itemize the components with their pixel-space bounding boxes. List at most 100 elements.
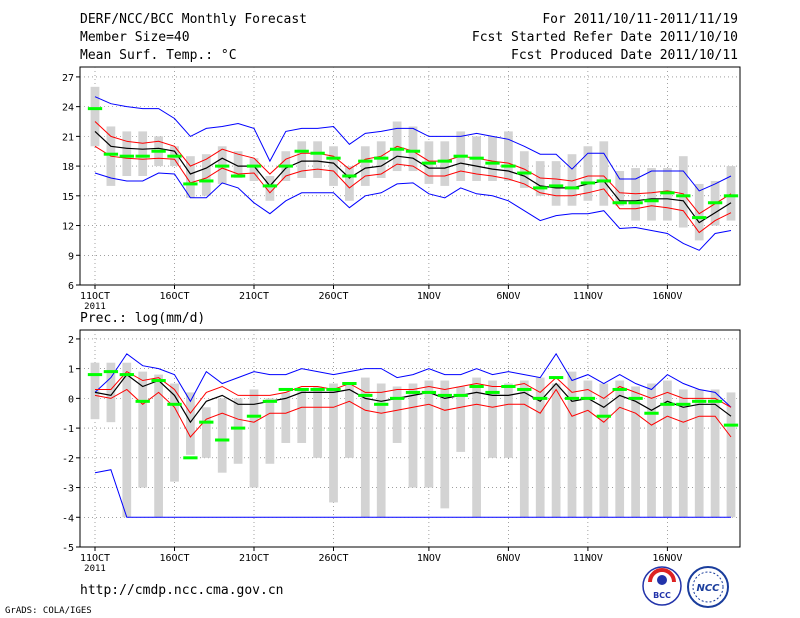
ensemble-box — [519, 380, 529, 518]
variable-label: Mean Surf. Temp.: °C — [80, 48, 237, 63]
ensemble-box — [233, 398, 243, 464]
ensemble-box — [678, 389, 688, 518]
x-tick-label: 6NOV — [496, 291, 520, 302]
ensemble-box — [488, 136, 497, 181]
ensemble-box — [329, 383, 338, 503]
y-tick-label: 24 — [62, 103, 74, 114]
ensemble-box — [647, 168, 656, 221]
ensemble-box — [329, 146, 338, 186]
x-tick-label: 16NOV — [652, 291, 682, 302]
ensemble-box — [408, 126, 418, 172]
bcc-logo: BCC — [642, 566, 682, 606]
x-tick-label: 21OCT — [239, 291, 269, 302]
forecast-start-date: Fcst Started Refer Date 2011/10/10 — [471, 30, 738, 45]
precip-axis-label: Prec.: log(mm/d) — [80, 311, 206, 326]
ensemble-box — [281, 392, 291, 443]
ensemble-box — [615, 380, 625, 518]
ensemble-box — [122, 362, 132, 518]
ensemble-box — [249, 158, 259, 181]
ensemble-box — [201, 154, 211, 196]
x-tick-year: 2011 — [84, 564, 106, 574]
ensemble-box — [345, 383, 354, 458]
ensemble-box — [567, 154, 577, 206]
member-size-label: Member Size=40 — [80, 30, 190, 45]
x-tick-label: 16OCT — [159, 553, 189, 564]
ensemble-mean-line — [94, 130, 732, 224]
ensemble-box — [726, 166, 736, 221]
ensemble-box — [186, 156, 195, 198]
ensemble-box — [170, 383, 179, 482]
ensemble-box — [551, 161, 561, 206]
x-tick-label: 16OCT — [159, 291, 189, 302]
ensemble-box — [90, 362, 100, 420]
ensemble-box — [297, 389, 307, 443]
x-tick-label: 16NOV — [652, 553, 682, 564]
ensemble-box — [138, 131, 148, 176]
x-tick-label: 26OCT — [318, 291, 348, 302]
ensemble-mean-line — [94, 373, 732, 424]
ensemble-box — [504, 383, 513, 458]
plot-frame — [79, 66, 741, 286]
y-tick-label: 15 — [62, 192, 74, 203]
ensemble-box — [440, 141, 450, 186]
ensemble-box — [551, 383, 561, 518]
ncc-logo-text: NCC — [696, 583, 720, 594]
ensemble-box — [313, 386, 322, 458]
ensemble-box — [376, 383, 386, 518]
ensemble-max-line — [94, 352, 732, 408]
ensemble-box — [313, 141, 322, 178]
x-tick-label: 21OCT — [239, 553, 269, 564]
ensemble-box — [504, 131, 513, 181]
ensemble-box — [408, 383, 418, 488]
y-tick-label: 6 — [68, 281, 74, 292]
ensemble-box — [663, 380, 672, 518]
ensemble-box — [678, 156, 688, 228]
y-tick-label: 27 — [62, 73, 74, 84]
ensemble-box — [201, 407, 211, 458]
x-tick-label: 1NOV — [417, 291, 441, 302]
source-url[interactable]: http://cmdp.ncc.cma.gov.cn — [80, 583, 284, 598]
ensemble-box — [138, 371, 148, 488]
ensemble-box — [726, 392, 736, 518]
ensemble-box — [694, 183, 704, 241]
y-tick-label: -4 — [62, 513, 74, 524]
ensemble-box — [392, 386, 402, 443]
y-tick-label: 0 — [68, 394, 74, 405]
chart-title: DERF/NCC/BCC Monthly Forecast — [80, 12, 307, 27]
x-tick-label: 1NOV — [417, 553, 441, 564]
ensemble-box — [265, 176, 275, 201]
ensemble-box — [360, 146, 370, 186]
ensemble-box — [360, 377, 370, 518]
x-tick-label: 11OCT — [80, 291, 110, 302]
ensemble-box — [567, 371, 577, 518]
ensemble-box — [90, 86, 100, 147]
x-tick-label: 6NOV — [496, 553, 520, 564]
y-tick-label: -3 — [62, 484, 74, 495]
ensemble-box — [599, 141, 609, 206]
spread-lower-line — [94, 388, 732, 438]
forecast-period: For 2011/10/11-2011/11/19 — [542, 12, 738, 27]
y-tick-label: -2 — [62, 454, 74, 465]
ensemble-box — [583, 380, 593, 518]
ensemble-box — [265, 398, 275, 464]
ensemble-box — [694, 389, 704, 518]
x-tick-year: 2011 — [84, 302, 106, 312]
ensemble-box — [122, 131, 132, 176]
forecast-produced-date: Fcst Produced Date 2011/10/11 — [511, 48, 738, 63]
ensemble-min-line — [94, 172, 732, 251]
ensemble-box — [647, 383, 656, 518]
y-tick-label: 21 — [62, 132, 74, 143]
ensemble-box — [488, 380, 497, 458]
x-tick-label: 26OCT — [318, 553, 348, 564]
ensemble-box — [456, 386, 466, 452]
y-tick-label: -1 — [62, 424, 74, 435]
y-tick-label: 12 — [62, 222, 74, 233]
ensemble-max-line — [94, 96, 732, 192]
ensemble-box — [106, 362, 116, 423]
ensemble-box — [154, 374, 163, 518]
ensemble-box — [424, 380, 434, 488]
ensemble-box — [583, 146, 593, 201]
ensemble-box — [440, 380, 450, 509]
grads-credit: GrADS: COLA/IGES — [5, 606, 92, 616]
